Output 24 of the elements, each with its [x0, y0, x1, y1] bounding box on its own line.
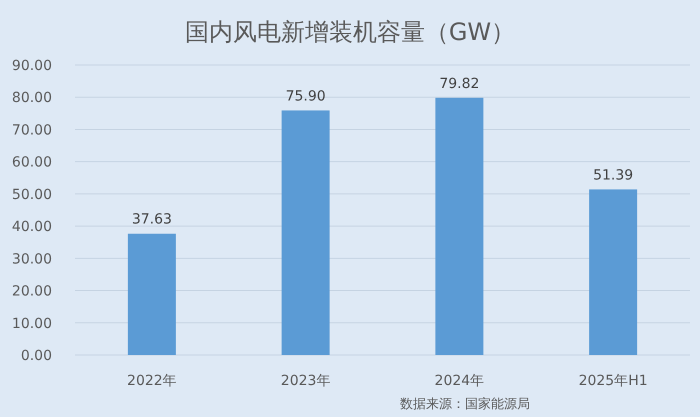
source-note: 数据来源：国家能源局: [400, 396, 530, 412]
y-tick-label: 70.00: [12, 122, 52, 138]
y-tick-label: 0.00: [20, 348, 52, 364]
x-tick-label: 2022年: [127, 373, 177, 389]
x-tick-label: 2024年: [434, 373, 484, 389]
bar: [589, 189, 638, 355]
data-label: 51.39: [593, 167, 634, 184]
bar: [282, 110, 330, 355]
bar: [128, 234, 176, 355]
y-tick-label: 90.00: [12, 58, 52, 74]
y-tick-label: 80.00: [12, 90, 52, 106]
y-tick-label: 60.00: [12, 154, 52, 171]
data-label: 37.63: [132, 212, 172, 228]
data-label: 75.90: [286, 88, 326, 104]
bar: [435, 98, 484, 355]
y-tick-label: 20.00: [12, 284, 52, 300]
y-tick-label: 40.00: [12, 219, 52, 236]
y-tick-label: 30.00: [12, 251, 52, 268]
y-tick-label: 10.00: [12, 316, 52, 332]
x-tick-label: 2025年H1: [578, 373, 648, 389]
y-tick-label: 50.00: [12, 186, 52, 203]
chart-title: 国内风电新增装机容量（GW）: [184, 18, 516, 46]
data-label: 79.82: [439, 76, 480, 92]
x-tick-label: 2023年: [280, 373, 330, 389]
